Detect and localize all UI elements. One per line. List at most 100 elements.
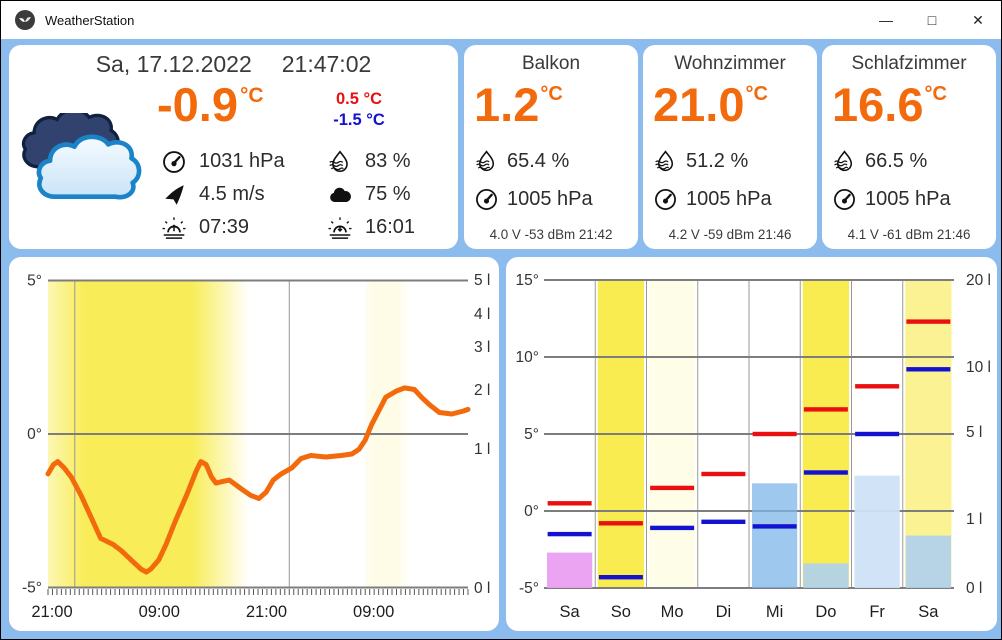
sunrise-time: 07:39 <box>199 216 250 238</box>
svg-text:5 l: 5 l <box>966 424 982 441</box>
svg-text:Mi: Mi <box>766 603 783 621</box>
pressure-gauge-icon <box>655 189 676 210</box>
svg-text:0°: 0° <box>524 503 539 520</box>
svg-text:21:00: 21:00 <box>31 603 72 621</box>
svg-text:0 l: 0 l <box>966 580 982 597</box>
sensor-humidity: 65.4 % <box>507 150 570 172</box>
pressure-gauge-icon <box>834 189 855 210</box>
maximize-button[interactable]: □ <box>927 12 937 28</box>
sensor-panel-schlafzimmer: Schlafzimmer 16.6 °C 66.5 % 1005 hPa 4.1… <box>822 45 996 249</box>
window-title: WeatherStation <box>45 12 135 28</box>
svg-text:Sa: Sa <box>560 603 581 621</box>
sensor-name: Wohnzimmer <box>674 53 786 74</box>
current-time: 21:47:02 <box>281 51 372 77</box>
sensor-pressure-row: 1005 hPa <box>832 187 951 212</box>
sensor-pressure-row: 1005 hPa <box>653 187 772 212</box>
sensor-humidity: 51.2 % <box>686 150 749 172</box>
svg-text:-5°: -5° <box>519 580 539 597</box>
sensor-temperature: 1.2 °C <box>474 81 563 128</box>
svg-text:5 l: 5 l <box>474 272 490 289</box>
sensor-panel-wohnzimmer: Wohnzimmer 21.0 °C 51.2 % 1005 hPa 4.2 V… <box>643 45 817 249</box>
forecast-chart-panel: 15° 10° 5° 0° -5° 20 l 10 l 5 l 1 l 0 l Sa So Mo Di Mi… <box>506 257 997 631</box>
sensor-pressure: 1005 hPa <box>865 188 951 210</box>
sensor-temperature: 16.6 °C <box>832 81 947 128</box>
current-date: Sa, 17.12.2022 <box>95 51 252 77</box>
svg-text:So: So <box>611 603 631 621</box>
sensor-temp-unit: °C <box>745 83 768 105</box>
humidity-icon <box>476 150 495 172</box>
humidity-icon <box>655 150 674 172</box>
today-min-temp: -1.5 °C <box>333 111 385 129</box>
current-weather-panel: Sa, 17.12.2022 21:47:02 -0.9 °C 0.5 °C -… <box>9 45 458 249</box>
svg-text:4 l: 4 l <box>474 306 490 323</box>
svg-text:09:00: 09:00 <box>139 603 180 621</box>
sensor-humidity-row: 66.5 % <box>832 149 927 174</box>
sensor-temp-unit: °C <box>924 83 947 105</box>
sensor-status: 4.0 V -53 dBm 21:42 <box>489 227 613 242</box>
current-temp-unit: °C <box>240 84 264 107</box>
sensor-name: Balkon <box>521 53 581 74</box>
svg-text:10 l: 10 l <box>966 359 991 376</box>
current-wind: 4.5 m/s <box>199 183 265 205</box>
window-controls: — □ ✕ <box>863 1 1001 39</box>
svg-text:Mo: Mo <box>661 603 684 621</box>
svg-text:3 l: 3 l <box>474 339 490 356</box>
current-humidity: 83 % <box>365 150 411 172</box>
sensor-status: 4.1 V -61 dBm 21:46 <box>847 227 971 242</box>
svg-text:Fr: Fr <box>869 603 885 621</box>
current-temp-value: -0.9 <box>157 78 238 131</box>
current-clouds: 75 % <box>365 183 411 205</box>
sensor-humidity-row: 65.4 % <box>474 149 569 174</box>
sensor-status: 4.2 V -59 dBm 21:46 <box>668 227 792 242</box>
sensor-temp-value: 16.6 <box>832 78 924 131</box>
history-chart: 5° 0° -5° 5 l 4 l 3 l 2 l 1 l 0 l 21:00 09:00 21:00… <box>22 272 490 621</box>
svg-text:20 l: 20 l <box>966 272 991 289</box>
svg-text:09:00: 09:00 <box>353 603 394 621</box>
svg-text:5°: 5° <box>27 273 42 290</box>
sensor-pressure: 1005 hPa <box>507 188 593 210</box>
sunset-time: 16:01 <box>365 216 416 238</box>
sunset-icon <box>328 216 352 239</box>
pressure-gauge-icon <box>476 189 497 210</box>
svg-text:0 l: 0 l <box>474 580 490 597</box>
sensor-temperature: 21.0 °C <box>653 81 768 128</box>
sensor-temp-value: 21.0 <box>653 78 745 131</box>
current-stats-grid: 1031 hPa 83 % 4.5 m/s 75 % <box>161 145 451 244</box>
svg-text:2 l: 2 l <box>474 382 490 399</box>
svg-text:21:00: 21:00 <box>246 603 287 621</box>
sensor-humidity-row: 51.2 % <box>653 149 748 174</box>
sensor-humidity: 66.5 % <box>865 150 928 172</box>
sunrise-icon <box>162 216 186 239</box>
wind-direction-icon <box>165 184 184 205</box>
sensor-name: Schlafzimmer <box>851 53 967 74</box>
cloud-cover-icon <box>330 187 351 202</box>
sensor-panel-balkon: Balkon 1.2 °C 65.4 % 1005 hPa 4.0 V -53 … <box>464 45 638 249</box>
svg-text:1 l: 1 l <box>474 441 490 458</box>
current-temperature: -0.9 °C <box>157 81 264 128</box>
humidity-icon <box>834 150 853 172</box>
app-logo-icon <box>15 10 35 30</box>
svg-text:1 l: 1 l <box>966 511 982 528</box>
svg-text:Do: Do <box>815 603 836 621</box>
svg-text:Di: Di <box>716 603 732 621</box>
current-pressure: 1031 hPa <box>199 150 285 172</box>
forecast-chart: 15° 10° 5° 0° -5° 20 l 10 l 5 l 1 l 0 l Sa So Mo Di Mi… <box>516 272 991 621</box>
close-button[interactable]: ✕ <box>972 11 984 28</box>
today-max-temp: 0.5 °C <box>335 90 383 108</box>
minmax-block: 0.5 °C -1.5 °C <box>315 89 403 131</box>
sensor-temp-value: 1.2 <box>474 78 540 131</box>
humidity-icon <box>329 149 348 172</box>
svg-text:5°: 5° <box>524 426 539 443</box>
sensor-temp-unit: °C <box>540 83 563 105</box>
history-chart-panel: 5° 0° -5° 5 l 4 l 3 l 2 l 1 l 0 l 21:00 09:00 21:00… <box>9 257 499 631</box>
pressure-gauge-icon <box>163 150 185 173</box>
minimize-button[interactable]: — <box>879 12 893 28</box>
sensor-pressure: 1005 hPa <box>686 188 772 210</box>
svg-text:-5°: -5° <box>22 580 42 597</box>
weather-condition-cloudy-icon <box>21 113 142 200</box>
titlebar[interactable]: WeatherStation — □ ✕ <box>1 1 1001 39</box>
sensor-pressure-row: 1005 hPa <box>474 187 593 212</box>
svg-text:10°: 10° <box>516 349 539 366</box>
svg-text:0°: 0° <box>27 426 42 443</box>
